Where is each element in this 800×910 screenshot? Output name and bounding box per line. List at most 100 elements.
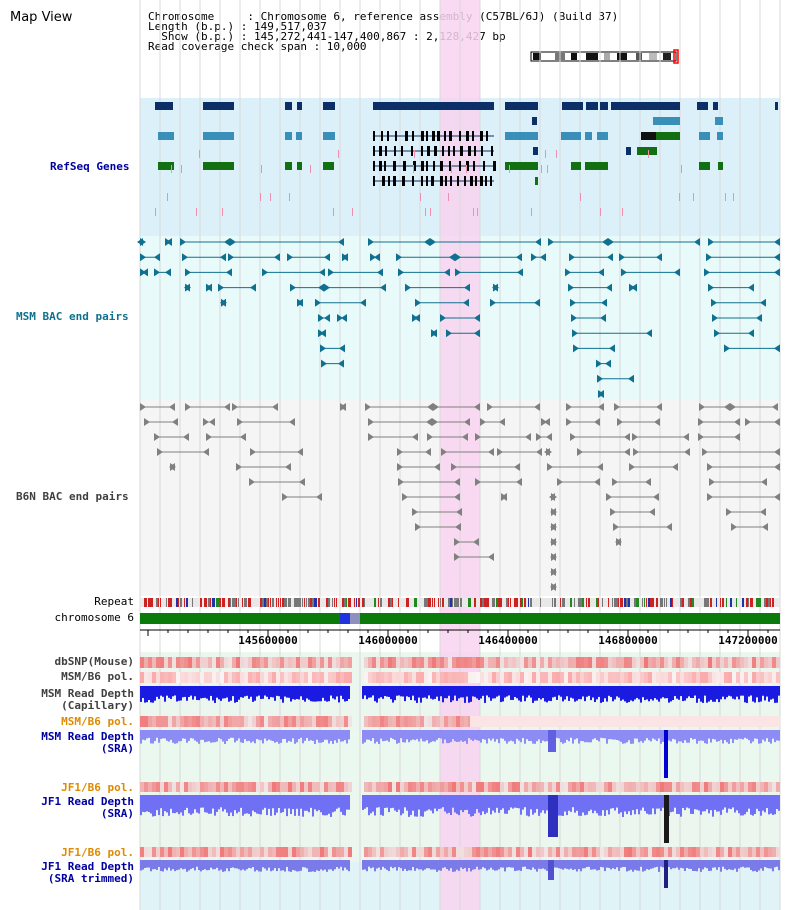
repeat-element [200,598,202,607]
b6n-bac-pair [760,508,766,516]
b6n-bac-pair [427,403,433,411]
axis-tick-label: 145600000 [238,634,298,647]
jf1-pol-trim-heat [376,847,380,857]
jf1-pol-trim-heat [248,847,252,857]
jf1-pol-trim-heat [448,847,452,857]
msm-capillary-depth [698,686,700,699]
jf1-trim-depth [602,860,604,868]
jf1-trim-depth [338,860,340,869]
msm-capillary-depth [432,686,434,700]
msm-pol-heat [664,672,668,683]
jf1-sra-depth [226,795,228,813]
dbsnp-heat [748,657,752,668]
msm-sra-depth [286,730,288,743]
jf1-pol-trim-heat [280,847,284,857]
msm-sra-depth [282,730,284,740]
msm-sra-depth [466,730,468,744]
msm-capillary-depth [344,686,346,702]
dbsnp-heat [476,657,480,668]
msm-capillary-depth [712,686,714,702]
jf1-pol-heat [152,782,156,792]
jf1-sra-depth [738,795,740,814]
jf1-sra-depth [408,795,410,817]
jf1-pol-heat [168,782,172,792]
msm-sra-depth [144,730,146,741]
jf1-pol-trim-heat [512,847,516,857]
jf1-trim-depth [758,860,760,871]
msm-capillary-depth [170,686,172,699]
jf1-trim-depth [232,860,234,868]
repeat-element [652,598,654,607]
msm-sra-depth [400,730,402,739]
msm-sra-depth [700,730,702,741]
jf1-pol-trim-heat [432,847,436,857]
msm-sra-depth [380,730,382,739]
repeat-element [234,598,236,607]
jf1-trim-depth [364,860,366,870]
msm-sra-depth [638,730,640,743]
dbsnp-heat [684,657,688,668]
b6n-bac-pair [762,523,768,531]
msm-sra-depth [258,730,260,740]
msm-pol-sra-heat [192,716,196,727]
repeat-element [264,598,266,607]
msm-capillary-depth [620,686,622,701]
b6n-bac-pair [497,448,503,456]
jf1-sra-depth [736,795,738,811]
msm-bac-pair [704,268,710,277]
jf1-sra-depth [434,795,436,809]
jf1-trim-depth [514,860,516,872]
msm-capillary-depth [624,686,626,702]
jf1-trim-depth [214,860,216,870]
jf1-trim-depth [558,860,560,869]
jf1-trim-depth [266,860,268,871]
jf1-pol-heat [664,782,668,792]
jf1-trim-depth [446,860,448,869]
refseq-gene [373,102,494,110]
repeat-element [690,598,693,607]
jf1-pol-trim-heat [676,847,680,857]
msm-capillary-depth [704,686,706,696]
jf1-trim-depth [536,860,538,872]
msm-bac-pair [398,268,404,277]
jf1-trim-depth [486,860,488,871]
jf1-trim-depth [280,860,282,871]
msm-pol-sra-heat [470,716,780,727]
jf1-pol-heat [644,782,648,792]
refseq-gene [535,177,538,185]
repeat-element [582,598,584,607]
msm-capillary-depth [368,686,370,698]
jf1-pol-heat [772,782,776,792]
jf1-pol-heat [232,782,236,792]
msm-capillary-depth [202,686,204,699]
b6n-bac-pair [433,403,439,411]
chromosome-ideogram[interactable] [530,49,679,64]
jf1-pol-trim-heat [176,847,180,857]
jf1-pol-heat [468,782,472,792]
jf1-trim-depth [362,860,364,870]
refseq-gene [715,117,723,125]
msm-sra-depth [716,730,718,742]
jf1-trim-depth [332,860,334,871]
b6n-bac-pair [441,448,447,456]
jf1-trim-depth [542,860,544,869]
dbsnp-heat [552,657,556,668]
jf1-pol-heat [520,782,524,792]
jf1-sra-depth [486,795,488,813]
b6n-bac-pair [412,433,418,441]
msm-capillary-depth [604,686,606,699]
jf1-pol-trim-heat [520,847,524,857]
dbsnp-heat [188,657,192,668]
jf1-sra-depth [362,795,364,810]
dbsnp-heat [328,657,332,668]
msm-pol-sra-heat [332,716,336,727]
gene-exon [473,161,475,171]
b6n-bac-pair [698,418,704,426]
jf1-sra-depth [606,795,608,811]
msm-capillary-depth [684,686,686,701]
msm-pol-heat [512,672,516,683]
refseq-marker [451,165,452,173]
jf1-trim-depth [264,860,266,869]
dbsnp-heat [468,657,472,668]
